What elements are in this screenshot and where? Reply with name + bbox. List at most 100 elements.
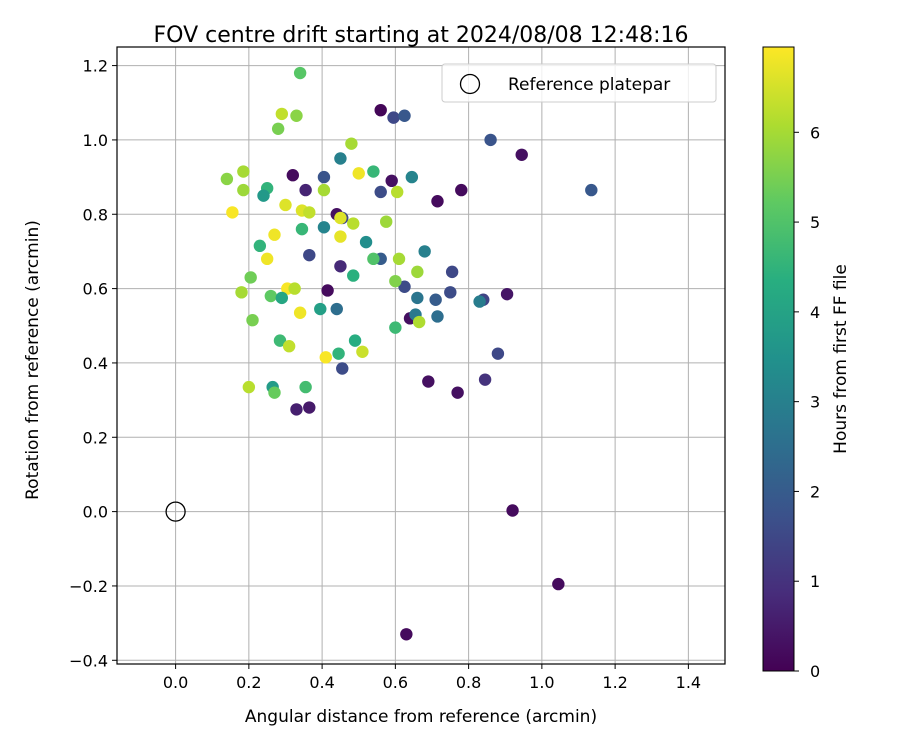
- data-point: [455, 183, 468, 197]
- chart-title: FOV centre drift starting at 2024/08/08 …: [154, 23, 689, 48]
- data-point: [367, 252, 380, 266]
- colorbar-tick-label: 0: [810, 662, 820, 681]
- data-point: [275, 107, 289, 121]
- data-point: [279, 198, 292, 212]
- data-point: [334, 211, 347, 225]
- data-point: [317, 221, 331, 234]
- data-point: [506, 504, 519, 517]
- data-point: [398, 109, 411, 122]
- data-point: [431, 195, 444, 208]
- y-tick-label: 0.8: [83, 205, 108, 224]
- x-tick-label: 0.0: [163, 673, 188, 692]
- data-point: [303, 206, 316, 219]
- data-point: [303, 401, 316, 414]
- data-point: [478, 373, 492, 386]
- data-point: [226, 206, 239, 219]
- data-point: [445, 265, 459, 279]
- y-tick-label: 0.0: [83, 503, 108, 522]
- data-point: [334, 152, 347, 165]
- data-point: [220, 172, 234, 186]
- colorbar-tick-label: 4: [810, 303, 820, 322]
- data-point: [303, 248, 316, 262]
- data-point: [451, 386, 464, 399]
- data-point: [412, 315, 426, 329]
- data-point: [282, 340, 296, 353]
- data-point: [253, 239, 267, 253]
- data-point: [244, 271, 257, 284]
- x-axis-label: Angular distance from reference (arcmin): [245, 707, 597, 727]
- data-point: [347, 269, 360, 282]
- data-point: [237, 165, 250, 178]
- data-point: [500, 287, 514, 301]
- data-point: [352, 167, 365, 180]
- data-point: [411, 291, 424, 305]
- data-point: [411, 265, 424, 279]
- data-point: [273, 334, 287, 347]
- data-point: [473, 295, 486, 308]
- data-point: [299, 183, 312, 197]
- colorbar: [762, 46, 795, 672]
- data-point: [359, 235, 373, 249]
- y-tick-label: −0.2: [69, 577, 108, 596]
- legend-reference-label: Reference platepar: [508, 75, 670, 95]
- data-point: [389, 321, 402, 334]
- reference-point-layer: [165, 501, 186, 522]
- data-point: [330, 302, 343, 316]
- x-tick-label: 1.2: [602, 673, 627, 692]
- data-point: [389, 274, 402, 288]
- data-point: [271, 122, 285, 135]
- data-point: [260, 252, 274, 266]
- data-point: [431, 310, 444, 323]
- data-point: [392, 252, 406, 266]
- data-point: [332, 347, 345, 360]
- data-point: [345, 137, 358, 150]
- data-point: [374, 185, 387, 199]
- data-point: [286, 169, 300, 182]
- data-point: [400, 628, 413, 641]
- legend-open-circle-marker: [459, 73, 481, 95]
- legend-box: Reference platepar: [441, 63, 717, 103]
- data-point: [398, 280, 411, 293]
- data-point: [387, 111, 400, 124]
- x-tick-label: 1.4: [676, 673, 701, 692]
- data-point: [319, 351, 332, 364]
- data-points: [220, 66, 598, 641]
- y-axis-label: Rotation from reference (arcmin): [23, 220, 43, 500]
- colorbar-tick-label: 2: [810, 482, 820, 501]
- data-point: [290, 403, 303, 416]
- data-point: [317, 183, 331, 197]
- data-point: [257, 189, 270, 202]
- data-point: [299, 380, 312, 394]
- y-tick-label: 0.2: [83, 428, 108, 447]
- colorbar-tick-label: 5: [810, 213, 820, 232]
- data-point: [429, 293, 442, 306]
- data-point: [264, 289, 278, 303]
- data-point: [380, 215, 393, 228]
- reference-platepar-marker: [165, 501, 186, 522]
- data-point: [246, 313, 259, 327]
- y-tick-label: 1.2: [83, 57, 108, 76]
- plot-frame: [116, 46, 726, 665]
- y-axis-ticks: −0.4 −0.2 0.0 0.2 0.4 0.6 0.8 1.0 1.2: [69, 57, 117, 670]
- y-tick-label: 0.4: [83, 354, 108, 373]
- x-tick-label: 0.6: [383, 673, 408, 692]
- data-point: [385, 174, 398, 188]
- data-point: [321, 284, 334, 297]
- x-tick-label: 0.2: [236, 673, 261, 692]
- data-point: [356, 345, 369, 358]
- data-point: [288, 282, 301, 295]
- data-point: [367, 165, 380, 178]
- data-point: [585, 183, 598, 197]
- data-point: [293, 66, 307, 80]
- data-point: [374, 103, 387, 117]
- data-point: [347, 217, 360, 230]
- data-point: [484, 133, 497, 147]
- data-point: [552, 577, 565, 591]
- data-point: [268, 228, 281, 241]
- data-point: [242, 380, 256, 394]
- data-point: [348, 334, 362, 347]
- x-axis-ticks: 0.0 0.2 0.4 0.6 0.8 1.0 1.2 1.4: [163, 664, 701, 692]
- colorbar-label: Hours from first FF file: [831, 264, 851, 454]
- y-tick-label: −0.4: [69, 651, 108, 670]
